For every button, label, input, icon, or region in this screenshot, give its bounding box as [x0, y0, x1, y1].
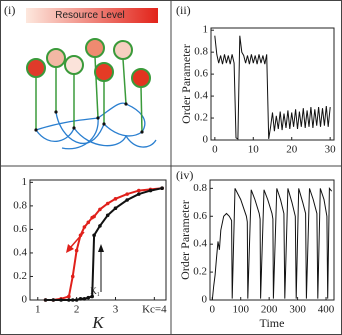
x-tick-label: 400	[318, 304, 335, 316]
data-point	[148, 188, 153, 193]
y-tick-label: 0.6	[13, 223, 27, 235]
data-point	[59, 298, 63, 302]
colorbar-label: Resource Level	[55, 10, 124, 21]
data-point	[78, 297, 83, 301]
data-point	[90, 294, 94, 299]
x-axis-label: Time	[260, 316, 285, 330]
data-point	[105, 213, 110, 218]
x-tick-label: 2	[74, 304, 80, 316]
x-tick-label: 300	[289, 304, 306, 316]
data-point	[98, 207, 102, 212]
x-tick-label: Kc=4	[142, 304, 167, 316]
data-point	[51, 298, 56, 302]
data-point	[70, 274, 75, 279]
y-tick-label: 0.2	[193, 266, 207, 278]
x-tick-label: 20	[286, 144, 298, 156]
x-tick-label: 1	[35, 304, 41, 316]
data-point	[113, 197, 118, 201]
y-tick-label: 0.8	[193, 182, 207, 194]
x-tick-label: 0	[210, 304, 216, 316]
series-line	[45, 187, 163, 301]
y-tick-label: 0.6	[193, 210, 207, 222]
data-point	[98, 224, 102, 228]
data-point	[67, 298, 71, 302]
data-point	[137, 188, 141, 193]
panel-label: (iv)	[176, 168, 193, 182]
series-line	[211, 187, 333, 301]
y-tick-label: 0.4	[13, 246, 27, 258]
y-tick-label: 1	[203, 24, 209, 36]
data-point	[125, 192, 129, 196]
data-point	[74, 248, 79, 253]
y-tick-label: 1	[22, 176, 28, 188]
data-point	[82, 297, 87, 301]
y-tick-label: 0.8	[194, 46, 208, 58]
panel-label: (ii)	[176, 3, 191, 17]
data-point	[137, 192, 141, 196]
data-point	[86, 295, 91, 300]
data-point	[67, 294, 71, 299]
plot-frame	[210, 27, 335, 141]
data-point	[125, 198, 129, 202]
x-tick-label: 100	[232, 304, 249, 316]
network-diagram: (i) Resource Level	[4, 3, 158, 150]
y-tick-label: 0	[22, 294, 28, 306]
x-tick-label: 10	[248, 144, 260, 156]
x-tick-label: 200	[261, 304, 278, 316]
y-axis-label: Order Parameter	[178, 200, 192, 280]
data-point	[86, 220, 91, 225]
data-point	[113, 206, 118, 211]
x-tick-label: 30	[325, 144, 337, 156]
data-point	[160, 186, 164, 191]
resource-colorbar	[26, 8, 158, 23]
series-line	[45, 187, 163, 301]
y-tick-label: 0.8	[13, 199, 27, 211]
annotation: K₁	[90, 286, 100, 296]
plot-frame	[209, 179, 335, 301]
plot-frame	[29, 179, 167, 301]
y-tick-label: 0.6	[194, 68, 208, 80]
y-tick-label: 0.4	[194, 90, 208, 102]
y-tick-label: 0	[203, 134, 209, 146]
x-tick-label: 0	[212, 144, 218, 156]
x-axis-label: K	[91, 313, 105, 332]
data-point	[74, 298, 79, 302]
data-point	[78, 233, 83, 238]
data-point	[92, 233, 96, 238]
y-tick-label: 0.2	[194, 112, 208, 124]
y-tick-label: 0.2	[13, 270, 27, 282]
series-line	[214, 35, 331, 140]
y-tick-label: 0.4	[193, 238, 207, 250]
data-point	[92, 214, 96, 219]
data-point	[105, 201, 110, 206]
y-axis-label: Order Parameter	[179, 44, 193, 124]
data-point	[43, 298, 48, 302]
x-tick-label: 3	[113, 304, 119, 316]
y-tick-label: 0	[202, 294, 208, 306]
panel-label: (i)	[4, 3, 15, 17]
data-point	[70, 298, 75, 302]
data-point	[82, 225, 87, 229]
